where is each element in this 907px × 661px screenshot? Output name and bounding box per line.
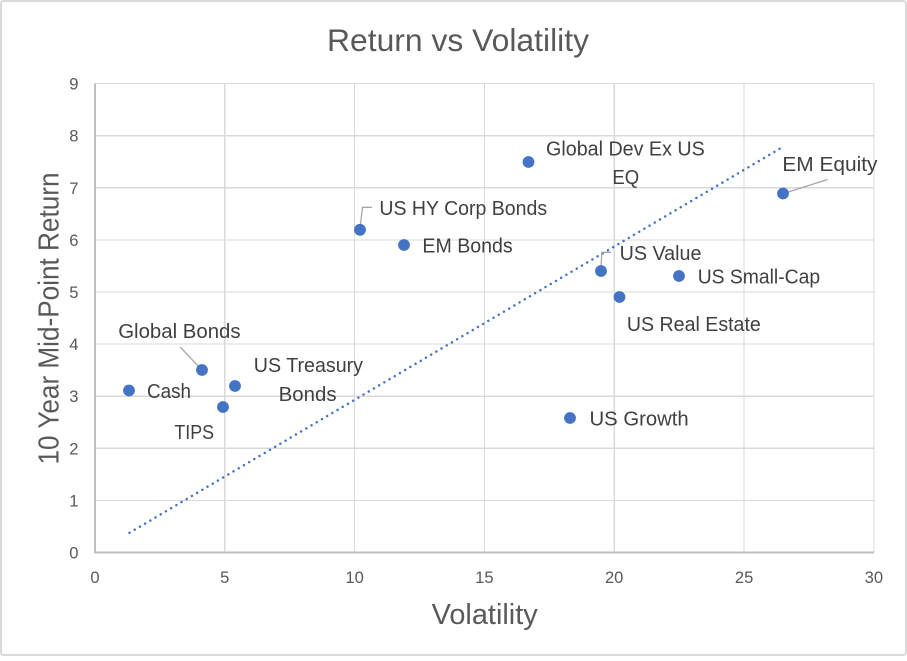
- svg-text:2: 2: [69, 439, 78, 458]
- svg-text:Global Dev Ex US: Global Dev Ex US: [546, 137, 705, 160]
- svg-text:1: 1: [69, 491, 78, 510]
- svg-text:Global Bonds: Global Bonds: [118, 320, 240, 343]
- svg-text:7: 7: [69, 179, 78, 198]
- svg-text:30: 30: [865, 568, 883, 587]
- svg-text:TIPS: TIPS: [174, 421, 214, 444]
- svg-text:US Treasury: US Treasury: [254, 354, 364, 377]
- svg-text:10 Year Mid-Point Return: 10 Year Mid-Point Return: [34, 173, 66, 465]
- svg-text:EM Equity: EM Equity: [782, 153, 878, 176]
- svg-text:20: 20: [605, 568, 623, 587]
- svg-text:Bonds: Bonds: [279, 383, 337, 406]
- svg-text:Volatility: Volatility: [432, 599, 539, 631]
- svg-text:EQ: EQ: [612, 166, 639, 189]
- svg-text:US Real Estate: US Real Estate: [627, 313, 761, 336]
- svg-text:US Small-Cap: US Small-Cap: [698, 265, 820, 288]
- svg-text:US HY Corp Bonds: US HY Corp Bonds: [379, 197, 547, 220]
- svg-text:3: 3: [69, 387, 78, 406]
- svg-text:0: 0: [90, 568, 99, 587]
- svg-text:US Value: US Value: [620, 242, 702, 265]
- svg-text:5: 5: [69, 283, 78, 302]
- svg-text:5: 5: [220, 568, 229, 587]
- svg-text:0: 0: [69, 544, 78, 563]
- svg-text:Cash: Cash: [147, 380, 191, 403]
- svg-text:10: 10: [345, 568, 363, 587]
- svg-text:8: 8: [69, 127, 78, 146]
- svg-text:4: 4: [69, 335, 78, 354]
- svg-text:9: 9: [69, 75, 78, 94]
- svg-text:US Growth: US Growth: [590, 407, 689, 430]
- svg-text:EM Bonds: EM Bonds: [422, 234, 512, 257]
- svg-text:25: 25: [735, 568, 753, 587]
- svg-text:Return vs Volatility: Return vs Volatility: [327, 22, 589, 58]
- svg-text:6: 6: [69, 231, 78, 250]
- svg-text:15: 15: [475, 568, 493, 587]
